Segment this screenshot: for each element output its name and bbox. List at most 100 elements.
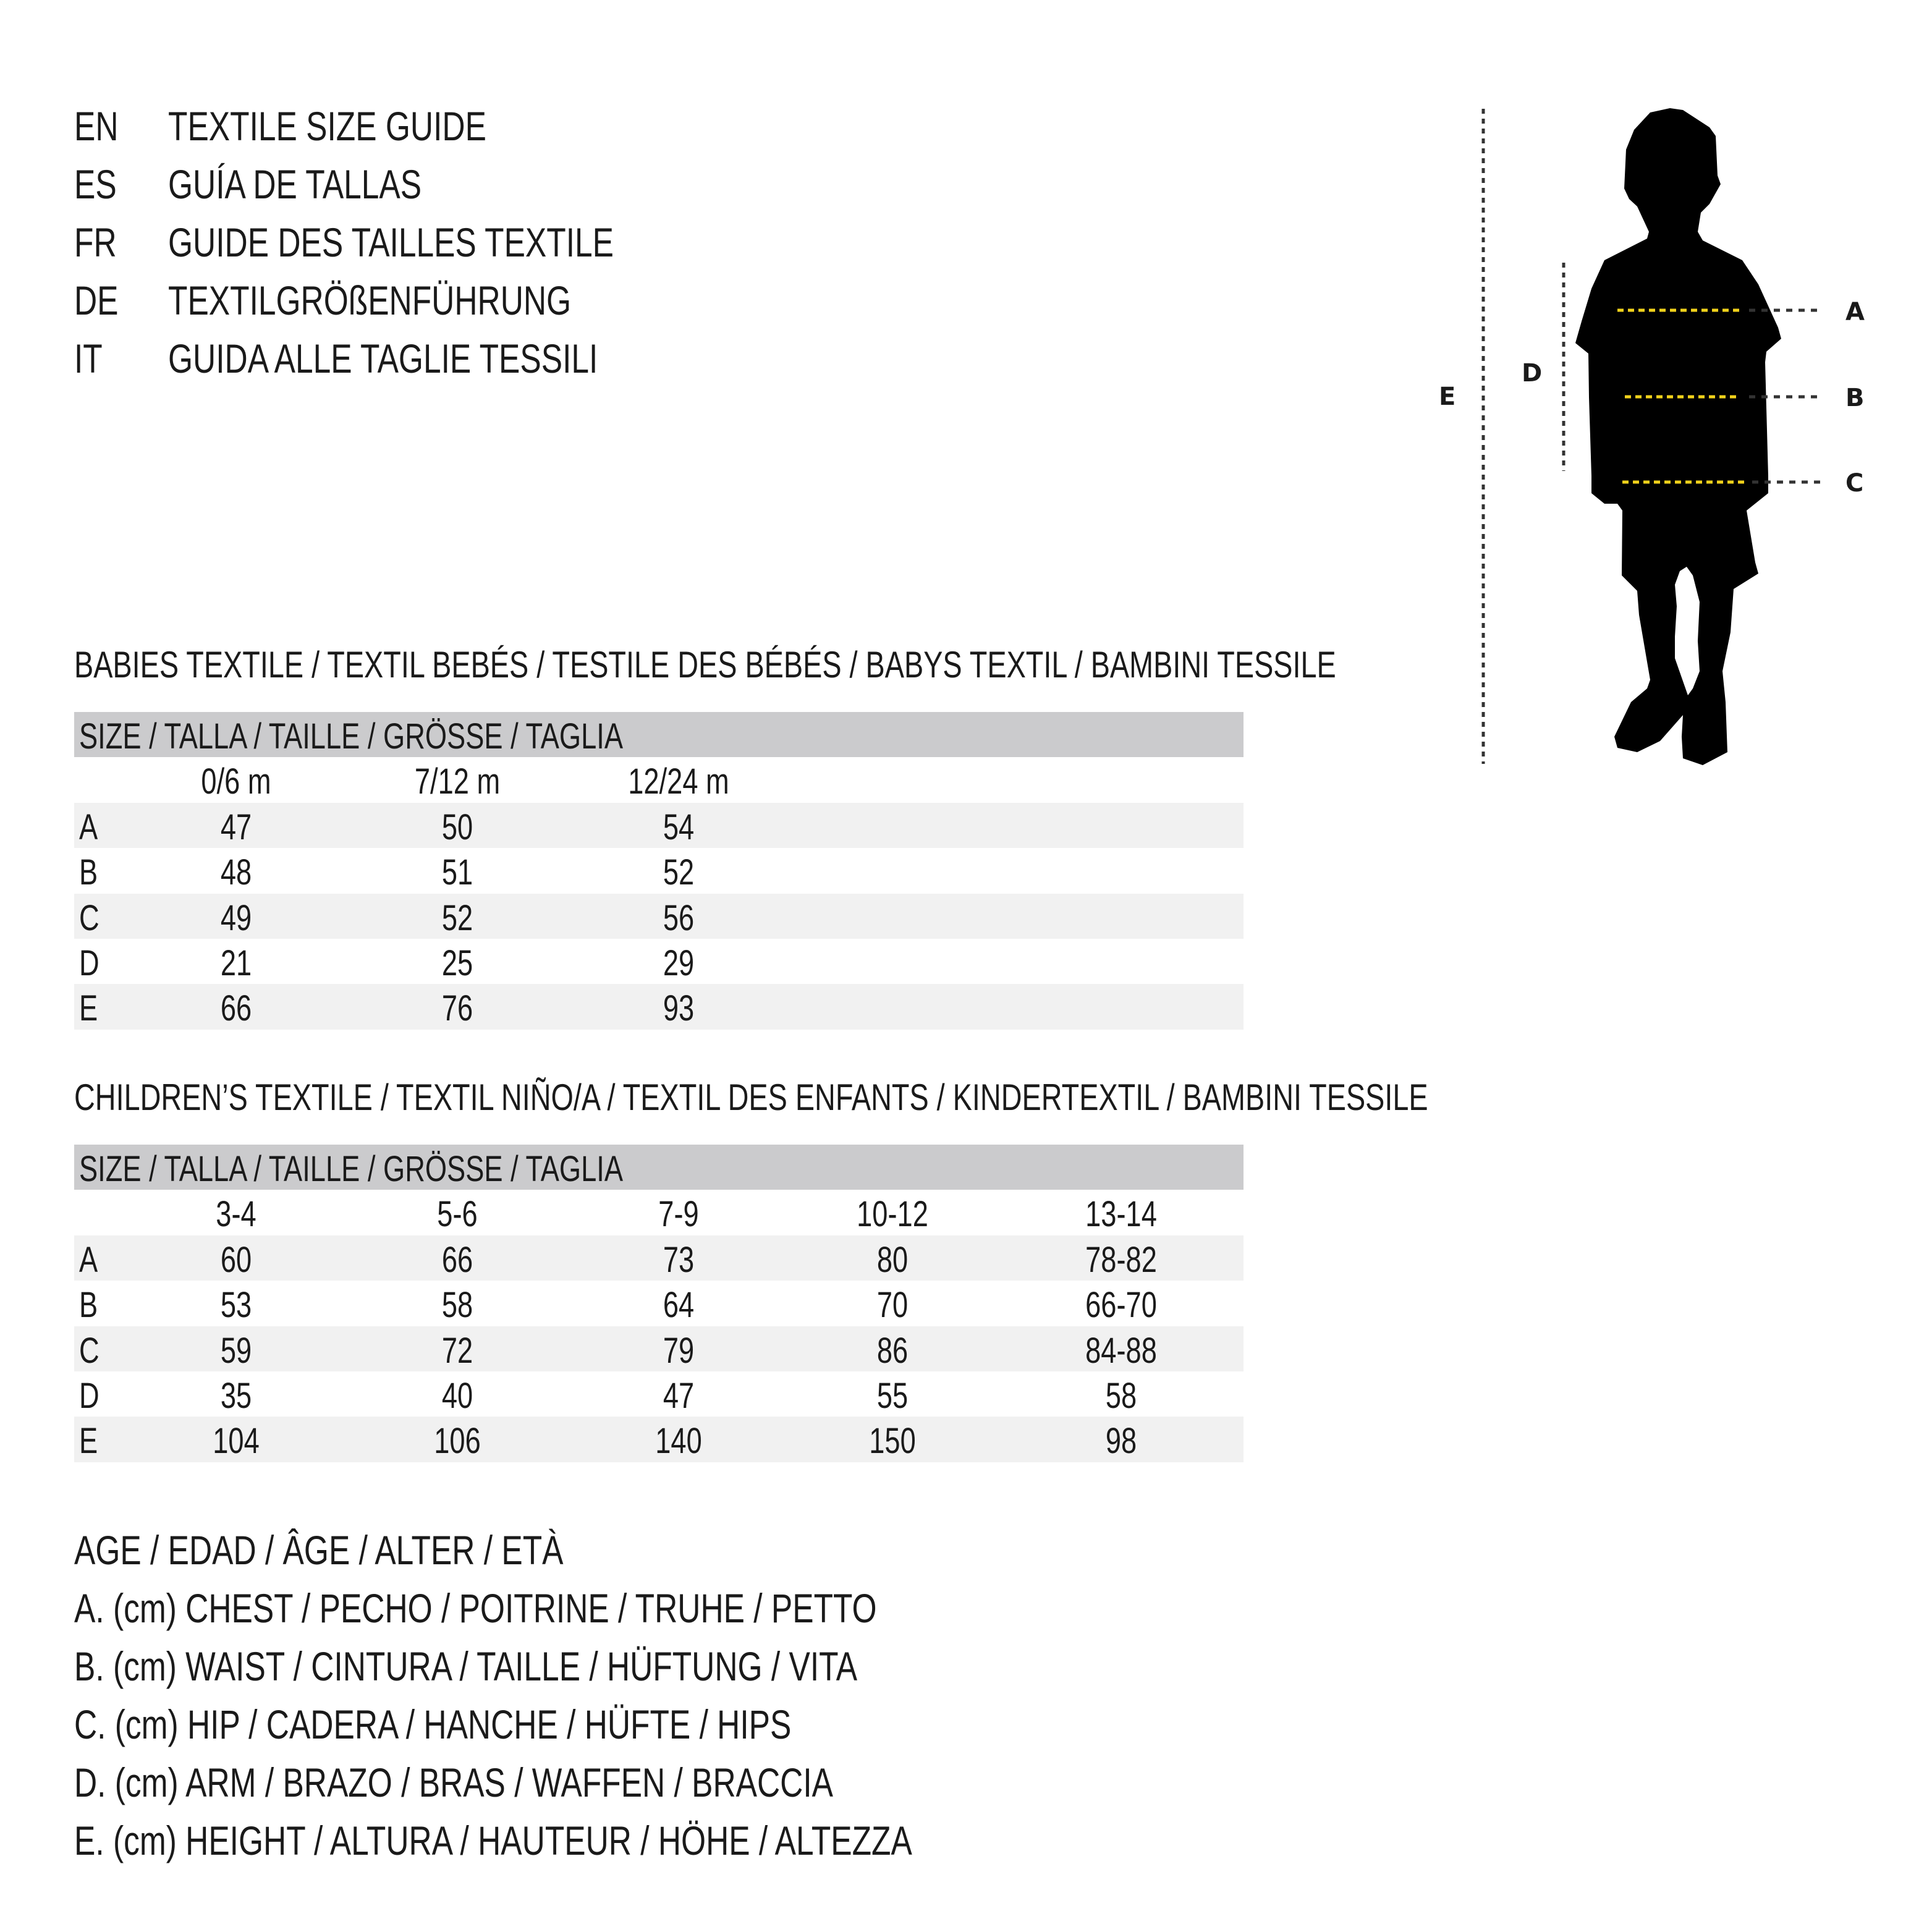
table-cell: 50 (441, 807, 473, 847)
table-cell: 49 (220, 897, 252, 938)
babies-size-table: SIZE / TALLA / TAILLE / GRÖSSE / TAGLIA 0… (74, 712, 1244, 1030)
table-cell: 55 (876, 1375, 909, 1416)
table-cell: 73 (663, 1239, 695, 1280)
table-row: A 47 50 54 (74, 802, 1244, 849)
table-cell: 47 (663, 1375, 695, 1416)
legend-item: C. (cm) HIP / CADERA / HANCHE / HÜFTE / … (74, 1701, 792, 1747)
table-row: D 35 40 47 55 58 (74, 1371, 1244, 1417)
table-cell: 52 (663, 852, 695, 893)
column-header: 12/24 m (628, 761, 729, 802)
column-header-row: 3-4 5-6 7-9 10-12 13-14 (74, 1190, 1244, 1235)
column-header: 13-14 (1085, 1194, 1157, 1235)
table-row: B 48 51 52 (74, 848, 1244, 893)
table-cell: 106 (434, 1421, 481, 1462)
legend-item: D. (cm) ARM / BRAZO / BRAS / WAFFEN / BR… (74, 1760, 833, 1805)
legend-item: A. (cm) CHEST / PECHO / POITRINE / TRUHE… (74, 1585, 877, 1631)
table-cell: 58 (1105, 1375, 1137, 1416)
table-row: B 53 58 64 70 66-70 (74, 1281, 1244, 1326)
language-code: IT (74, 336, 103, 381)
table-row: D 21 25 29 (74, 939, 1244, 984)
language-code: EN (74, 103, 119, 149)
label-c: C (1845, 469, 1863, 498)
children-size-table: SIZE / TALLA / TAILLE / GRÖSSE / TAGLIA 3… (74, 1145, 1244, 1462)
size-header: SIZE / TALLA / TAILLE / GRÖSSE / TAGLIA (79, 716, 624, 756)
size-header: SIZE / TALLA / TAILLE / GRÖSSE / TAGLIA (79, 1149, 624, 1189)
language-code: DE (74, 278, 119, 323)
table-cell: 48 (220, 852, 252, 893)
row-label: C (79, 897, 100, 938)
legend-item: AGE / EDAD / ÂGE / ALTER / ETÀ (74, 1527, 564, 1573)
table-cell: 59 (220, 1330, 252, 1371)
table-cell: 72 (441, 1330, 473, 1371)
table-cell: 93 (663, 988, 695, 1029)
row-label: D (79, 943, 100, 983)
size-header-row: SIZE / TALLA / TAILLE / GRÖSSE / TAGLIA (74, 712, 1244, 758)
table-cell: 52 (441, 897, 473, 938)
table-cell: 104 (213, 1421, 260, 1462)
table-row: C 59 72 79 86 84-88 (74, 1326, 1244, 1371)
label-e: E (1439, 383, 1455, 411)
table-row: E 66 76 93 (74, 984, 1244, 1030)
table-cell: 86 (876, 1330, 909, 1371)
guide-title: GUIDA ALLE TAGLIE TESSILI (168, 336, 598, 381)
table-row: E 104 106 140 150 98 (74, 1417, 1244, 1462)
babies-section-title: BABIES TEXTILE / TEXTIL BEBÉS / TESTILE … (74, 644, 1336, 685)
table-cell: 66 (441, 1239, 473, 1280)
size-header-row: SIZE / TALLA / TAILLE / GRÖSSE / TAGLIA (74, 1145, 1244, 1190)
child-silhouette-icon (1575, 108, 1781, 765)
legend-item: B. (cm) WAIST / CINTURA / TAILLE / HÜFTU… (74, 1643, 858, 1689)
guide-title: GUIDE DES TAILLES TEXTILE (168, 219, 614, 265)
column-header: 3-4 (216, 1194, 256, 1235)
table-cell: 79 (663, 1330, 695, 1371)
table-cell: 56 (663, 897, 695, 938)
row-label: A (79, 807, 98, 847)
table-cell: 21 (220, 943, 252, 983)
legend-item: E. (cm) HEIGHT / ALTURA / HAUTEUR / HÖHE… (74, 1818, 912, 1863)
table-cell: 29 (663, 943, 695, 983)
row-label: B (79, 1285, 98, 1326)
row-label: E (79, 1421, 98, 1462)
column-header: 10-12 (857, 1194, 928, 1235)
table-cell: 51 (441, 852, 473, 893)
table-cell: 66 (220, 988, 252, 1029)
table-cell: 66-70 (1085, 1285, 1157, 1326)
table-cell: 70 (876, 1285, 909, 1326)
language-code: FR (74, 219, 117, 265)
row-label: D (79, 1375, 100, 1416)
table-row: C 49 52 56 (74, 893, 1244, 939)
column-header-row: 0/6 m 7/12 m 12/24 m (74, 757, 1244, 802)
column-header: 7-9 (658, 1194, 699, 1235)
table-cell: 78-82 (1085, 1239, 1157, 1280)
row-label: C (79, 1330, 100, 1371)
table-cell: 25 (441, 943, 473, 983)
table-cell: 140 (655, 1421, 702, 1462)
row-label: E (79, 988, 98, 1029)
guide-title: GUÍA DE TALLAS (168, 161, 422, 207)
label-d: D (1522, 359, 1542, 388)
label-a: A (1845, 298, 1865, 326)
row-label: B (79, 852, 98, 893)
table-cell: 40 (441, 1375, 473, 1416)
column-header: 5-6 (437, 1194, 478, 1235)
table-cell: 54 (663, 807, 695, 847)
row-label: A (79, 1239, 98, 1280)
table-cell: 53 (220, 1285, 252, 1326)
children-section-title: CHILDREN’S TEXTILE / TEXTIL NIÑO/A / TEX… (74, 1077, 1428, 1118)
table-cell: 98 (1105, 1421, 1137, 1462)
table-cell: 60 (220, 1239, 252, 1280)
guide-title: TEXTILE SIZE GUIDE (168, 103, 486, 149)
table-cell: 76 (441, 988, 473, 1029)
table-row: A 60 66 73 80 78-82 (74, 1235, 1244, 1281)
column-header: 7/12 m (414, 761, 501, 802)
table-cell: 150 (869, 1421, 916, 1462)
table-cell: 35 (220, 1375, 252, 1416)
label-b: B (1845, 384, 1865, 412)
table-cell: 84-88 (1085, 1330, 1157, 1371)
column-header: 0/6 m (201, 761, 271, 802)
guide-title: TEXTILGRÖßENFÜHRUNG (168, 278, 572, 323)
table-cell: 80 (876, 1239, 909, 1280)
table-cell: 47 (220, 807, 252, 847)
language-code: ES (74, 161, 117, 207)
table-cell: 58 (441, 1285, 473, 1326)
